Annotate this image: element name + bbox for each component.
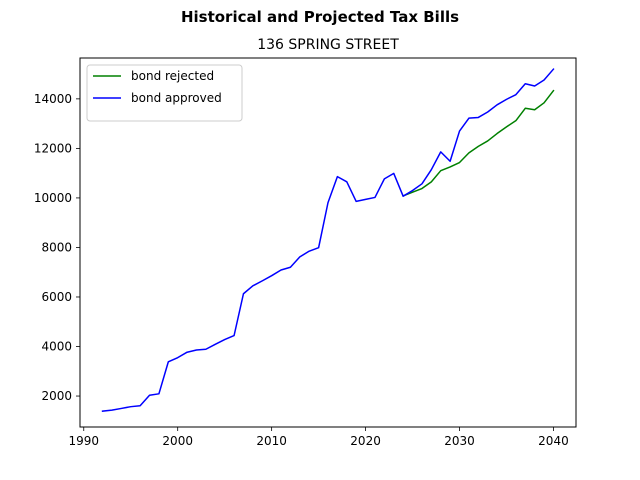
y-tick-label: 4000 bbox=[41, 340, 72, 354]
y-tick-label: 14000 bbox=[34, 92, 72, 106]
x-tick-label: 2030 bbox=[444, 434, 475, 448]
y-tick-label: 6000 bbox=[41, 290, 72, 304]
x-tick-label: 2010 bbox=[256, 434, 287, 448]
chart-subtitle: 136 SPRING STREET bbox=[257, 37, 399, 53]
series-line-bond-approved bbox=[101, 68, 555, 412]
plot-area-frame bbox=[79, 57, 577, 428]
x-tick-label: 2020 bbox=[350, 434, 381, 448]
legend: bond rejected bond approved bbox=[86, 64, 243, 122]
y-tick-label: 8000 bbox=[41, 240, 72, 254]
x-tick-label: 1990 bbox=[68, 434, 99, 448]
x-tick-label: 2000 bbox=[162, 434, 193, 448]
y-tick-label: 12000 bbox=[34, 141, 72, 155]
y-tick-label: 2000 bbox=[41, 389, 72, 403]
legend-label: bond rejected bbox=[131, 69, 214, 83]
x-tick-label: 2040 bbox=[538, 434, 569, 448]
y-tick-label: 10000 bbox=[34, 191, 72, 205]
x-axis: 1990 2000 2010 2020 2030 2040 bbox=[68, 427, 569, 448]
chart-title: Historical and Projected Tax Bills bbox=[181, 8, 459, 26]
y-axis: 2000 4000 6000 8000 10000 12000 14000 bbox=[34, 92, 80, 403]
legend-label: bond approved bbox=[131, 91, 222, 105]
legend-box bbox=[86, 64, 243, 122]
series-line-bond-rejected bbox=[402, 89, 555, 197]
plot-lines bbox=[101, 68, 555, 412]
